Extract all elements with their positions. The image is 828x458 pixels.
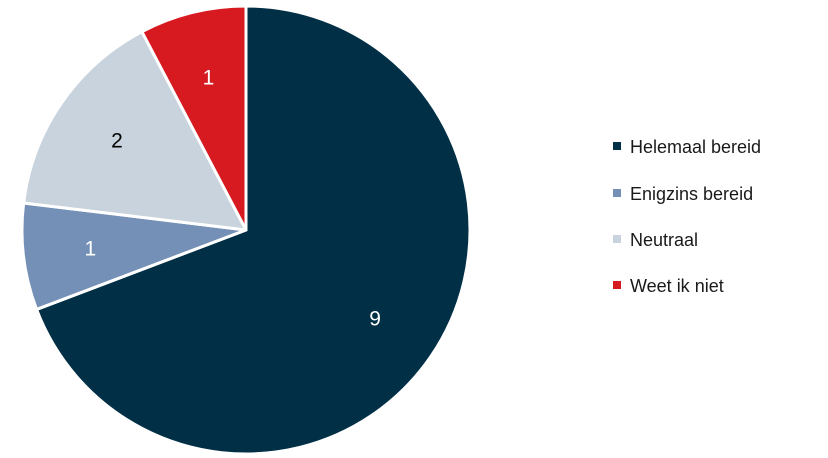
legend-label-weet-ik-niet: Weet ik niet: [630, 276, 724, 296]
legend-item-helemaal-bereid: Helemaal bereid: [613, 137, 761, 157]
data-label-neutraal: 2: [111, 129, 123, 152]
pie-slice-helemaal-bereid: [35, 4, 472, 456]
legend-item-enigzins-bereid: Enigzins bereid: [613, 184, 753, 204]
pie-slices: [20, 4, 472, 456]
pie-slice-labels: 9 1 2 1: [84, 66, 380, 330]
pie-slice-neutraal: [22, 30, 248, 232]
data-label-weet-ik-niet: 1: [203, 66, 215, 89]
legend-swatch-helemaal-bereid: [613, 142, 621, 150]
data-label-helemaal-bereid: 9: [369, 308, 381, 331]
legend-label-helemaal-bereid: Helemaal bereid: [630, 137, 761, 157]
data-label-enigzins-bereid: 1: [84, 237, 96, 260]
legend-swatch-weet-ik-niet: [613, 281, 621, 289]
legend-item-weet-ik-niet: Weet ik niet: [613, 276, 724, 296]
pie-slice-weet-ik-niet: [140, 4, 248, 232]
legend-swatch-enigzins-bereid: [613, 189, 621, 197]
legend: Helemaal bereid Enigzins bereid Neutraal…: [613, 137, 761, 296]
legend-label-enigzins-bereid: Enigzins bereid: [630, 184, 753, 204]
legend-swatch-neutraal: [613, 235, 621, 243]
legend-label-neutraal: Neutraal: [630, 230, 698, 250]
legend-item-neutraal: Neutraal: [613, 230, 698, 250]
pie-slice-enigzins-bereid: [20, 201, 248, 311]
